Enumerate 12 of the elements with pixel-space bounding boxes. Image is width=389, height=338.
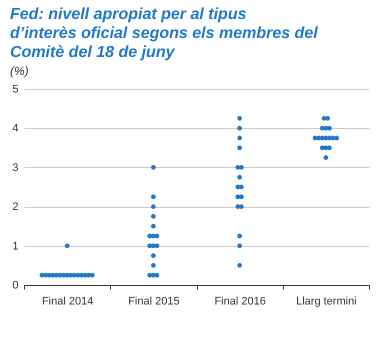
y-tick-label: 5: [12, 84, 18, 96]
y-tick-label: 1: [12, 240, 18, 252]
x-tick-label: Llarg termini: [296, 296, 357, 308]
y-tick-label: 3: [12, 162, 18, 174]
y-tick-label: 4: [12, 122, 18, 135]
y-axis-title: (%): [10, 64, 29, 78]
x-tick-label: Final 2014: [42, 296, 94, 308]
y-tick-label: 0: [12, 280, 18, 292]
x-tick-label: Final 2015: [128, 296, 180, 308]
chart-title: Fed: nivell apropiat per al tipus d’interès oficial segons els membres del Comitè del 18 de juny: [10, 6, 318, 61]
y-tick-label: 2: [12, 201, 18, 214]
x-tick-label: Final 2016: [214, 296, 266, 308]
